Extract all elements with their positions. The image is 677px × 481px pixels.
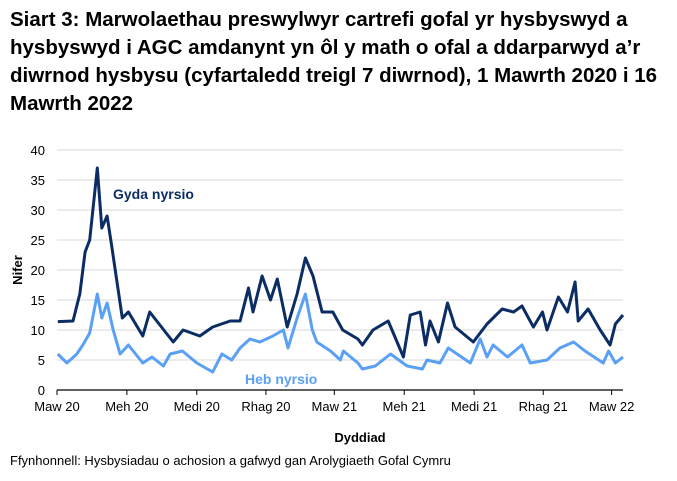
x-tick-label: Medi 20 (174, 399, 220, 414)
x-tick-label: Rhag 20 (241, 399, 290, 414)
series-label-gyda-nyrsio: Gyda nyrsio (113, 186, 194, 202)
x-tick-label: Meh 21 (383, 399, 426, 414)
y-tick-label: 40 (31, 143, 45, 158)
series-lines (56, 166, 625, 374)
x-axis-ticks: Maw 20 Meh 20 Medi 20 Rhag 20 Maw 21 Meh 21 Me… (34, 390, 634, 414)
source-note: Ffynhonnell: Hysbysiadau o achosion a ga… (10, 453, 451, 468)
y-tick-label: 35 (31, 173, 45, 188)
series-line-1 (56, 292, 624, 374)
x-tick-label: Rhag 21 (519, 399, 568, 414)
x-axis-label: Dyddiad (334, 430, 385, 445)
x-tick-label: Maw 20 (34, 399, 80, 414)
y-axis-label: Nifer (10, 255, 25, 285)
series-label-heb-nyrsio: Heb nyrsio (245, 371, 317, 387)
y-tick-label: 20 (31, 263, 45, 278)
x-tick-label: Meh 20 (105, 399, 148, 414)
y-tick-label: 0 (38, 383, 45, 398)
gridlines (57, 149, 623, 361)
x-tick-label: Maw 21 (312, 399, 358, 414)
y-tick-label: 25 (31, 233, 45, 248)
chart-title: Siart 3: Marwolaethau preswylwyr cartref… (10, 8, 658, 115)
series-line-0 (57, 166, 625, 359)
y-axis-ticks: 0 5 10 15 20 25 30 35 40 (31, 143, 45, 398)
y-tick-label: 30 (31, 203, 45, 218)
y-tick-label: 10 (31, 323, 45, 338)
x-tick-label: Maw 22 (589, 399, 635, 414)
y-tick-label: 15 (31, 293, 45, 308)
y-tick-label: 5 (38, 353, 45, 368)
x-tick-label: Medi 21 (451, 399, 497, 414)
